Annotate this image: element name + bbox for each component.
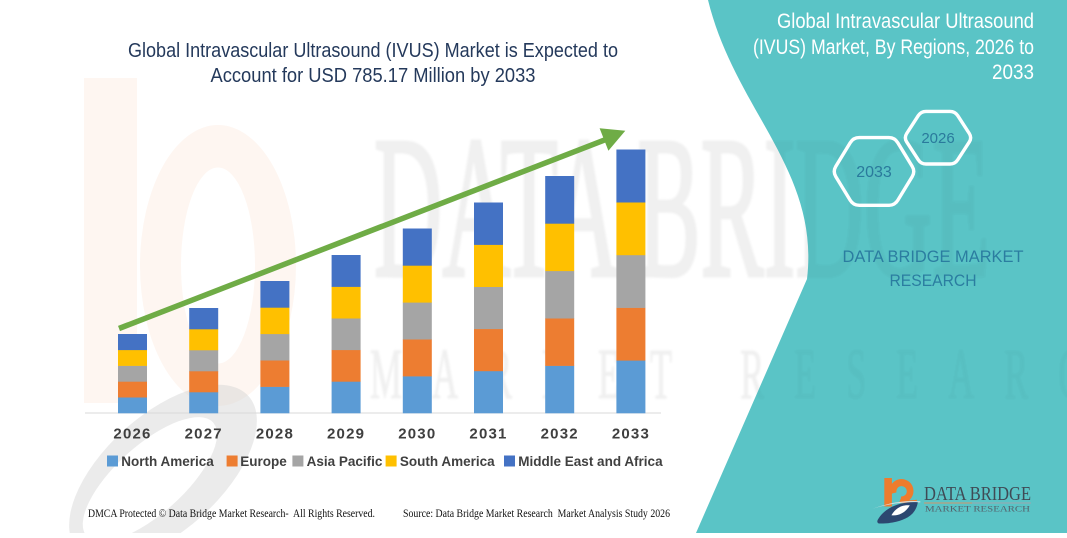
- svg-text:DATA BRIDGE: DATA BRIDGE: [924, 484, 1031, 505]
- svg-text:Global Intravascular Ultrasoun: Global Intravascular Ultrasound (IVUS) M…: [128, 40, 618, 62]
- svg-text:North America: North America: [121, 454, 214, 469]
- svg-text:Source: Data Bridge Market Res: Source: Data Bridge Market Research Mark…: [403, 508, 670, 520]
- svg-text:2030: 2030: [398, 426, 436, 443]
- svg-text:MARKET RESEARCH: MARKET RESEARCH: [925, 504, 1030, 514]
- svg-text:2029: 2029: [327, 426, 365, 443]
- svg-text:2033: 2033: [856, 164, 892, 181]
- svg-text:RESEARCH: RESEARCH: [890, 271, 977, 290]
- svg-text:Account for USD 785.17 Million: Account for USD 785.17 Million by 2033: [211, 65, 536, 87]
- svg-text:Asia Pacific: Asia Pacific: [307, 454, 383, 469]
- svg-text:2026: 2026: [113, 426, 151, 443]
- svg-text:2032: 2032: [541, 426, 579, 443]
- svg-text:2031: 2031: [469, 426, 507, 443]
- svg-text:Europe: Europe: [240, 454, 287, 469]
- svg-text:DMCA Protected © Data Bridge M: DMCA Protected © Data Bridge Market Rese…: [88, 508, 375, 520]
- svg-text:Middle East and Africa: Middle East and Africa: [518, 454, 663, 469]
- svg-text:Global Intravascular Ultrasoun: Global Intravascular Ultrasound: [777, 10, 1034, 33]
- svg-text:South America: South America: [400, 454, 495, 469]
- svg-text:2028: 2028: [256, 426, 294, 443]
- svg-text:2033: 2033: [612, 426, 650, 443]
- svg-text:2027: 2027: [185, 426, 223, 443]
- svg-text:2026: 2026: [921, 130, 954, 147]
- svg-text:DATA BRIDGE MARKET: DATA BRIDGE MARKET: [843, 247, 1024, 266]
- svg-text:(IVUS) Market, By Regions, 202: (IVUS) Market, By Regions, 2026 to: [753, 36, 1034, 59]
- svg-text:2033: 2033: [992, 61, 1034, 84]
